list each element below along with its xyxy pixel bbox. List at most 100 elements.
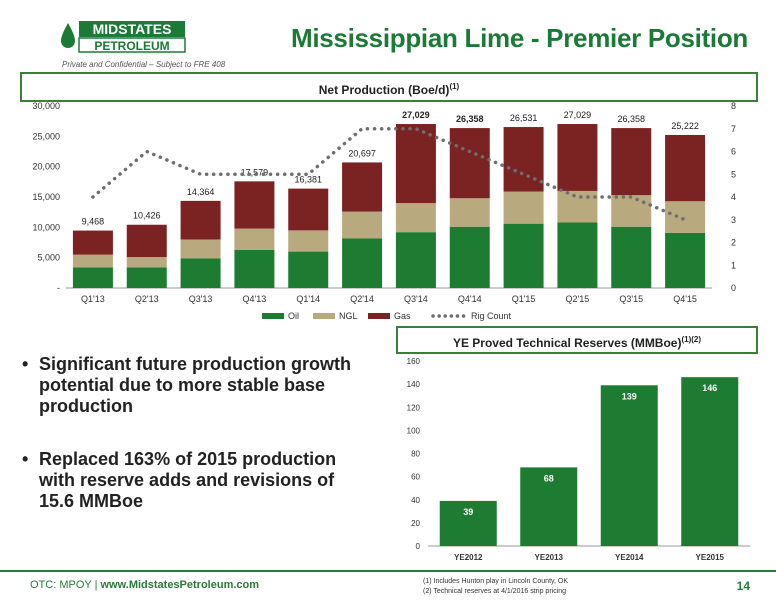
production-chart-title-sup: (1) [449, 82, 460, 91]
y-tick-label: 15,000 [32, 192, 60, 202]
page-number: 14 [736, 579, 750, 593]
y-tick-label: 120 [407, 403, 421, 412]
legend-label: Rig Count [471, 311, 512, 321]
ticker-text: OTC: MPOY | [30, 579, 101, 591]
footnote: (2) Technical reserves at 4/1/2016 strip… [423, 588, 567, 595]
bullet-item: • Replaced 163% of 2015 production with r… [22, 449, 352, 512]
total-label: 10,426 [133, 211, 161, 221]
y-tick-label: 40 [411, 496, 420, 505]
x-tick-label: Q3'15 [619, 294, 643, 304]
total-label: 20,697 [348, 148, 376, 158]
oil-drop-icon [61, 23, 75, 48]
x-tick-label: Q4'15 [673, 294, 697, 304]
bar-oil [665, 232, 706, 288]
bar-ngl [288, 230, 329, 252]
reserves-chart-title: YE Proved Technical Reserves (MMBoe) [452, 336, 682, 350]
y-tick-label: 20 [411, 519, 420, 528]
bar-ngl [126, 257, 167, 268]
x-tick-label: Q3'13 [189, 294, 213, 304]
bar-ngl [342, 211, 383, 239]
y2-tick-label: 3 [731, 215, 736, 225]
total-label: 26,358 [456, 114, 484, 124]
total-label: 17,579 [241, 167, 269, 177]
bar-oil [180, 258, 221, 288]
bar-gas [72, 230, 113, 255]
data-label: 139 [622, 391, 637, 401]
bar-oil [395, 232, 436, 288]
data-label: 68 [544, 473, 554, 483]
y2-tick-label: 4 [731, 192, 736, 202]
x-tick-label: Q2'14 [350, 294, 374, 304]
x-tick-label: YE2012 [454, 553, 483, 562]
x-tick-label: Q3'14 [404, 294, 428, 304]
legend-label: NGL [339, 311, 358, 321]
bar-oil [503, 223, 544, 288]
bar-gas [180, 200, 221, 240]
bar-gas [288, 188, 329, 231]
bar-ngl [180, 239, 221, 259]
reserves-chart: 0 20 40 60 80 100 120 140 160 39 YE2012 68 YE2013 139… [407, 357, 750, 562]
production-chart-header: Net Production (Boe/d)(1) [20, 72, 758, 102]
bar-oil [449, 226, 490, 288]
website-link[interactable]: www.MidstatesPetroleum.com [100, 579, 260, 591]
rig-count-line [91, 127, 687, 222]
footnote: (1) Includes Hunton play in Lincoln Coun… [423, 578, 569, 585]
reserves-chart-title-sup: (1)(2) [681, 335, 702, 344]
y-tick-label: 30,000 [32, 101, 60, 111]
slide-title: Mississippian Lime - Premier Position [290, 23, 748, 53]
bar-oil [557, 222, 598, 288]
logo-line2: PETROLEUM [94, 39, 169, 53]
company-logo: MIDSTATES PETROLEUM [57, 19, 187, 53]
y2-tick-label: 7 [731, 124, 736, 134]
data-label: 39 [463, 507, 473, 517]
total-label: 25,222 [671, 121, 699, 131]
legend-swatch [313, 313, 335, 319]
bar-gas [234, 181, 275, 229]
y-tick-label: 5,000 [37, 253, 60, 263]
y-tick-label: - [57, 283, 60, 293]
bar-gas [126, 224, 167, 258]
bar-oil [72, 267, 113, 288]
footer-ticker: OTC: MPOY | www.MidstatesPetroleum.com [30, 579, 259, 591]
bar-ngl [665, 201, 706, 233]
total-label: 9,468 [82, 217, 105, 227]
bar-ngl [234, 228, 275, 250]
y-tick-label: 140 [407, 380, 421, 389]
y2-tick-label: 2 [731, 238, 736, 248]
x-tick-label: YE2015 [696, 553, 725, 562]
y-tick-label: 10,000 [32, 222, 60, 232]
bar-gas [665, 134, 706, 202]
footer-divider [0, 570, 776, 572]
total-label: 14,364 [187, 187, 215, 197]
x-tick-label: Q4'14 [458, 294, 482, 304]
bar-gas [503, 127, 544, 192]
total-label: 27,029 [564, 110, 592, 120]
bar-oil [234, 249, 275, 288]
bullet-item: • Significant future production growth po… [22, 354, 351, 416]
bar-gas [449, 128, 490, 199]
y-tick-label: 25,000 [32, 131, 60, 141]
total-label: 27,029 [402, 110, 430, 120]
bar-ngl [449, 198, 490, 227]
x-tick-label: Q1'15 [512, 294, 536, 304]
x-tick-label: Q1'13 [81, 294, 105, 304]
legend-swatch [262, 313, 284, 319]
production-chart: - 5,000 10,000 15,000 20,000 25,000 30,000 0 1 2 3… [32, 101, 736, 321]
y-tick-label: 160 [407, 357, 421, 366]
y-tick-label: 60 [411, 473, 420, 482]
x-tick-label: Q2'13 [135, 294, 159, 304]
total-label: 26,531 [510, 113, 538, 123]
y-tick-label: 0 [416, 542, 421, 551]
y-tick-label: 100 [407, 426, 421, 435]
total-label: 16,381 [294, 175, 322, 185]
bar-ngl [557, 190, 598, 223]
legend-label: Oil [288, 311, 299, 321]
x-tick-label: Q2'15 [566, 294, 590, 304]
bar-oil [288, 251, 329, 288]
y2-tick-label: 0 [731, 283, 736, 293]
reserve-bar [600, 385, 658, 546]
y2-tick-label: 5 [731, 169, 736, 179]
bullet-text: Significant future production growth pot… [39, 354, 351, 416]
y-tick-label: 20,000 [32, 162, 60, 172]
reserves-chart-header: YE Proved Technical Reserves (MMBoe)(1)(… [396, 326, 758, 354]
